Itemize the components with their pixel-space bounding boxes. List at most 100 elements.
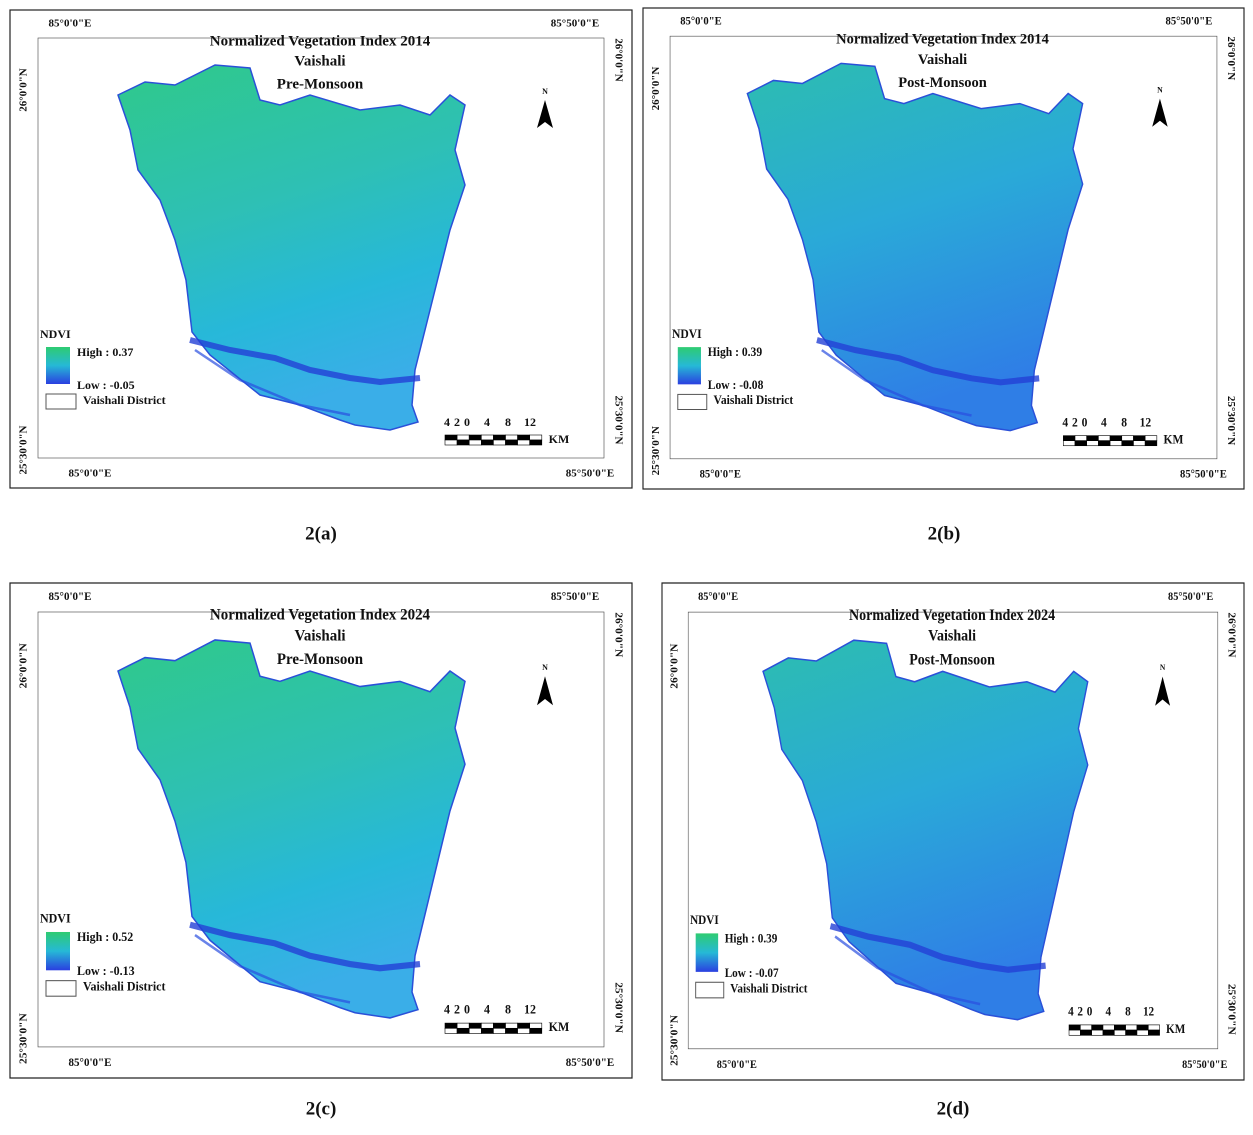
river-branch [821, 349, 972, 417]
scale-tick: 12 [524, 1002, 536, 1016]
scale-unit: KM [1166, 1021, 1185, 1036]
figure-caption: 2(c) [306, 1098, 337, 1119]
map-neatline [669, 35, 1218, 460]
lat-label: 26°0'0"N [1226, 612, 1237, 657]
scale-bar [1068, 1024, 1081, 1031]
map-panel: Normalized Vegetation Index 2024 Vaishali… [9, 582, 633, 1079]
scale-bar [1091, 1024, 1104, 1031]
scale-bar [468, 439, 482, 446]
legend-ramp [695, 933, 719, 972]
scale-bar [1133, 435, 1146, 442]
district-map [762, 639, 1089, 1021]
scale-bar [505, 439, 518, 446]
legend-low: Low : -0.05 [77, 378, 135, 392]
lon-label: 85°0'0"E [698, 591, 738, 604]
map-panel: Normalized Vegetation Index 2014 Vaishali… [642, 7, 1245, 490]
north-label: N [1157, 85, 1163, 94]
map-place: Vaishali [294, 53, 345, 69]
scale-bar [1136, 1029, 1149, 1036]
scale-bar [1068, 1029, 1081, 1036]
scale-bar [1147, 1024, 1160, 1031]
river-branch [194, 934, 351, 1004]
scale-bar [480, 1022, 494, 1029]
scale-bar [493, 1022, 506, 1029]
scale-bar [505, 434, 518, 441]
scale-bar [529, 434, 543, 441]
lon-label: 85°50'0"E [566, 1057, 614, 1069]
map-place: Vaishali [928, 628, 976, 645]
scale-bar [456, 1022, 470, 1029]
legend-boundary-label: Vaishali District [83, 980, 166, 994]
scale-bar [529, 439, 543, 446]
scale-bar [1102, 1024, 1115, 1031]
scale-bar [1091, 1029, 1104, 1036]
scale-tick: 4 [1062, 415, 1068, 429]
scale-tick: 2 [1072, 415, 1078, 429]
lat-label: 25°30'0"N [613, 982, 625, 1033]
scale-bar [444, 439, 458, 446]
figure-caption: 2(a) [305, 523, 337, 544]
figure-caption: 2(b) [928, 523, 961, 544]
scale-tick: 12 [1140, 415, 1152, 429]
lat-label: 25°30'0"N [612, 395, 624, 444]
scale-unit: KM [1163, 432, 1183, 446]
scale-tick: 4 [1106, 1004, 1112, 1019]
legend-title: NDVI [672, 327, 702, 341]
scale-bar [505, 1027, 518, 1034]
map-place: Vaishali [294, 627, 346, 644]
scale-bar [1109, 440, 1123, 447]
river [816, 337, 1040, 386]
lon-label: 85°50'0"E [1166, 15, 1213, 27]
legend-high: High : 0.39 [708, 345, 762, 359]
lat-label: 26°0'0"N [1225, 36, 1237, 80]
legend-low: Low : -0.08 [708, 378, 764, 392]
map-season: Pre-Monsoon [277, 651, 364, 668]
scale-bar [1102, 1029, 1115, 1036]
scale-bar [456, 1027, 470, 1034]
scale-tick: 0 [464, 415, 470, 429]
scale-tick: 2 [454, 1002, 460, 1016]
scale-bar [456, 439, 470, 446]
north-arrow [1155, 676, 1171, 706]
map-place: Vaishali [918, 52, 967, 68]
lon-label: 85°0'0"E [680, 15, 721, 27]
north-arrow [1152, 98, 1168, 127]
lat-label: 25°30'0"N [18, 425, 30, 474]
scale-bar [493, 439, 506, 446]
north-arrow [537, 100, 553, 128]
scale-tick: 0 [1087, 1004, 1093, 1019]
lon-label: 85°0'0"E [69, 468, 112, 480]
scale-tick: 4 [444, 1002, 450, 1016]
scale-bar [1080, 1029, 1092, 1036]
scale-bar [444, 1022, 458, 1029]
legend-boundary-label: Vaishali District [83, 393, 166, 407]
north-label: N [542, 87, 548, 96]
lon-label: 85°0'0"E [49, 18, 92, 30]
map-neatline [37, 37, 605, 459]
district-map [746, 62, 1084, 432]
lat-label: 26°0'0"N [613, 612, 625, 657]
map-season: Post-Monsoon [909, 652, 995, 669]
north-arrow [537, 676, 553, 706]
scale-bar [468, 1027, 482, 1034]
map-panel: Normalized Vegetation Index 2014 Vaishali… [9, 9, 633, 489]
scale-bar [480, 434, 494, 441]
map-neatline [687, 611, 1219, 1050]
scale-tick: 8 [505, 1002, 511, 1016]
scale-tick: 4 [484, 415, 490, 429]
lat-label: 25°30'0"N [1226, 984, 1237, 1035]
legend-title: NDVI [40, 327, 71, 341]
legend-ramp [46, 347, 70, 384]
scale-bar [1136, 1024, 1149, 1031]
legend-low: Low : -0.13 [77, 964, 135, 978]
lon-label: 85°0'0"E [69, 1057, 112, 1069]
scale-bar [1121, 435, 1134, 442]
map-title: Normalized Vegetation Index 2014 [210, 33, 431, 49]
scale-tick: 4 [444, 415, 450, 429]
scale-unit: KM [549, 1020, 570, 1034]
scale-bar [1133, 440, 1146, 447]
lon-label: 85°0'0"E [717, 1059, 757, 1072]
lon-label: 85°50'0"E [551, 591, 599, 603]
scale-bar [529, 1022, 543, 1029]
north-label: N [542, 663, 548, 672]
